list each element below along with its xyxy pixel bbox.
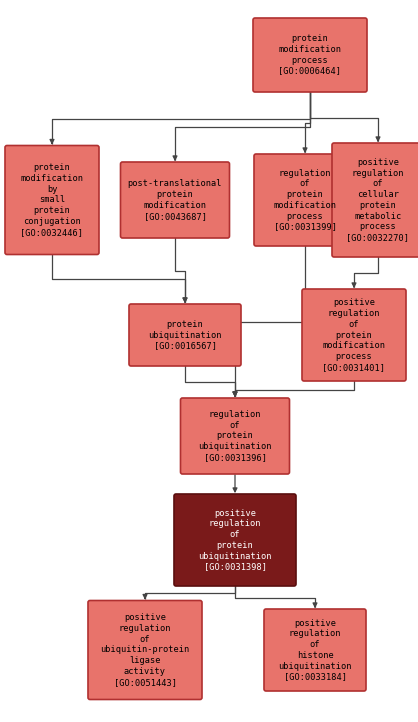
Text: protein
modification
by
small
protein
conjugation
[GO:0032446]: protein modification by small protein co… [20, 163, 84, 237]
Text: positive
regulation
of
protein
ubiquitination
[GO:0031398]: positive regulation of protein ubiquitin… [198, 508, 272, 571]
Text: post-translational
protein
modification
[GO:0043687]: post-translational protein modification … [128, 179, 222, 221]
FancyBboxPatch shape [88, 601, 202, 700]
Text: regulation
of
protein
modification
process
[GO:0031399]: regulation of protein modification proce… [273, 169, 336, 231]
Text: positive
regulation
of
cellular
protein
metabolic
process
[GO:0032270]: positive regulation of cellular protein … [347, 158, 410, 242]
Text: positive
regulation
of
ubiquitin-protein
ligase
activity
[GO:0051443]: positive regulation of ubiquitin-protein… [100, 613, 190, 687]
FancyBboxPatch shape [129, 304, 241, 366]
FancyBboxPatch shape [254, 154, 356, 246]
Text: protein
ubiquitination
[GO:0016567]: protein ubiquitination [GO:0016567] [148, 320, 222, 350]
FancyBboxPatch shape [5, 146, 99, 254]
FancyBboxPatch shape [253, 18, 367, 92]
FancyBboxPatch shape [181, 398, 290, 474]
Text: protein
modification
process
[GO:0006464]: protein modification process [GO:0006464… [278, 35, 342, 76]
FancyBboxPatch shape [120, 162, 229, 238]
Text: positive
regulation
of
protein
modification
process
[GO:0031401]: positive regulation of protein modificat… [323, 298, 385, 372]
Text: regulation
of
protein
ubiquitination
[GO:0031396]: regulation of protein ubiquitination [GO… [198, 410, 272, 462]
FancyBboxPatch shape [264, 609, 366, 691]
FancyBboxPatch shape [302, 289, 406, 381]
Text: positive
regulation
of
histone
ubiquitination
[GO:0033184]: positive regulation of histone ubiquitin… [278, 619, 352, 682]
FancyBboxPatch shape [174, 494, 296, 586]
FancyBboxPatch shape [332, 143, 418, 257]
